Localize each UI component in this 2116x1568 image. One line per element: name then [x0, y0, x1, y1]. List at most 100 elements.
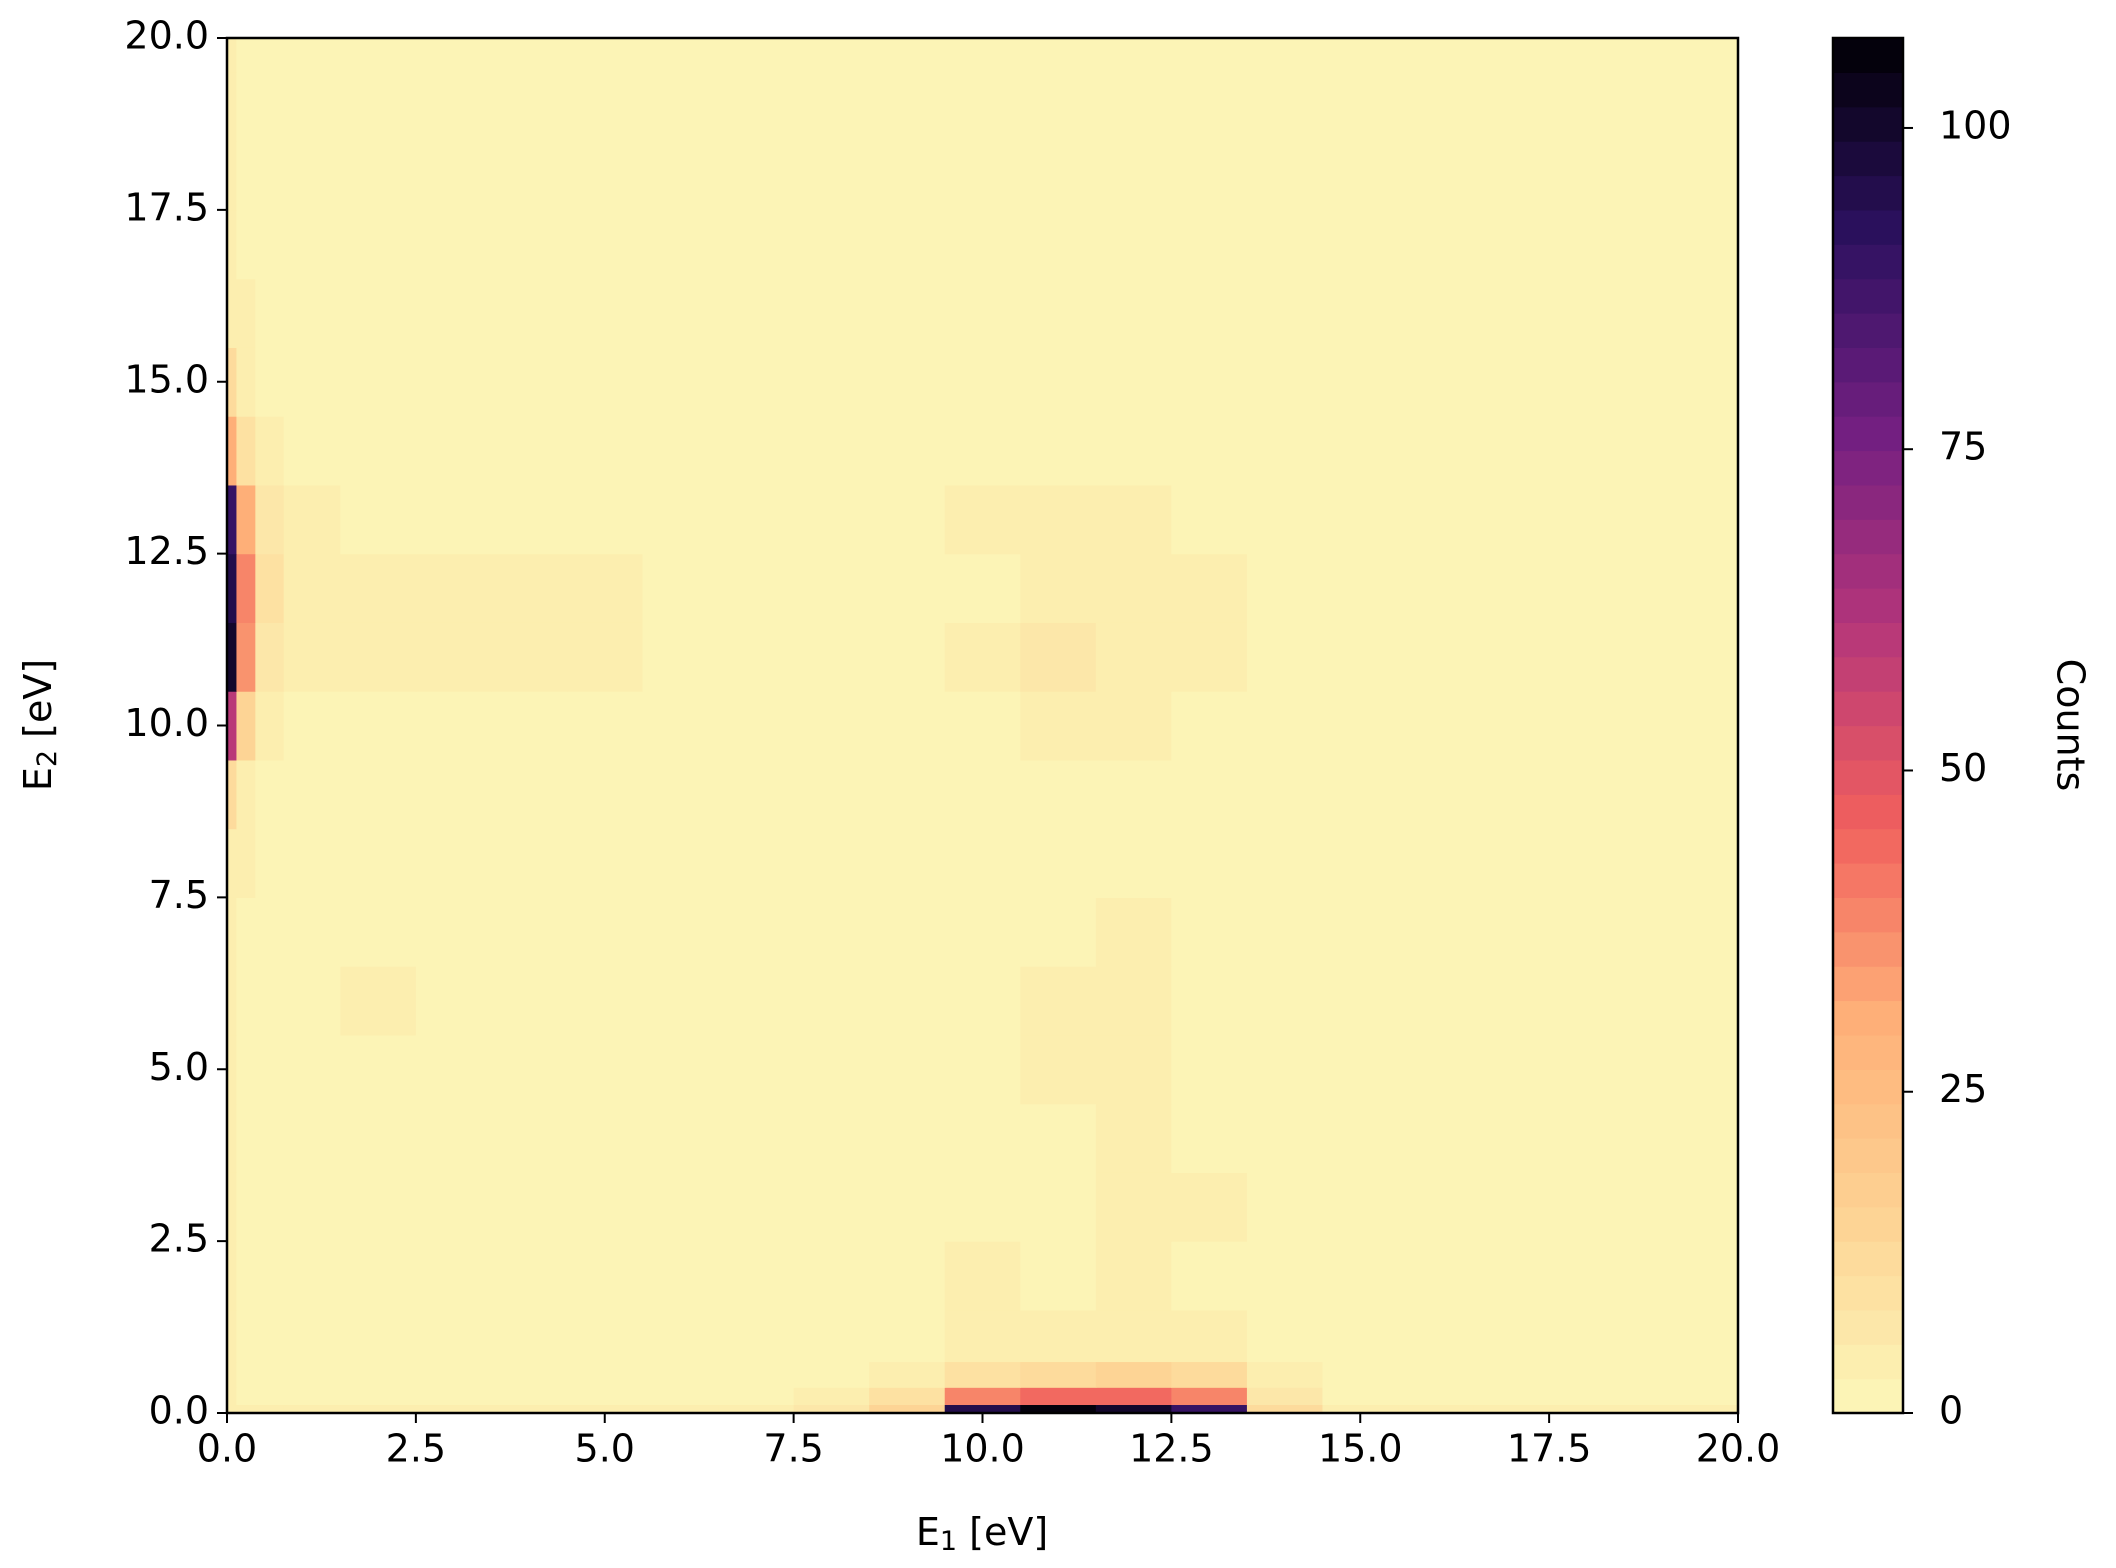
contour-cell [1398, 1404, 1475, 1414]
contour-cell [1020, 1309, 1097, 1363]
colorbar-band [1833, 1172, 1903, 1208]
contour-cell [227, 1241, 238, 1311]
contour-cell [491, 278, 568, 348]
contour-cell [491, 1241, 568, 1311]
contour-cell [1624, 828, 1701, 898]
contour-cell [1322, 209, 1399, 280]
contour-cell [944, 1387, 1021, 1406]
contour-cell [869, 72, 946, 142]
colorbar-band [1833, 38, 1903, 73]
contour-cell [1171, 141, 1248, 211]
y-tick-label: 15.0 [124, 357, 209, 401]
contour-cell [1624, 553, 1701, 623]
contour-cell [1700, 38, 1739, 73]
contour-cell [1398, 278, 1475, 348]
contour-cell [236, 622, 256, 692]
contour-cell [283, 691, 341, 761]
contour-cell [1171, 1103, 1248, 1173]
contour-cell [1095, 759, 1172, 830]
contour-cell [1171, 1387, 1248, 1406]
colorbar-tick-label: 25 [1939, 1067, 1987, 1111]
x-tick-label: 10.0 [940, 1427, 1025, 1471]
contour-cell [1398, 484, 1475, 555]
contour-cell [1171, 278, 1248, 348]
contour-cell [255, 1361, 285, 1388]
contour-cell [1171, 622, 1248, 692]
contour-cell [1549, 622, 1626, 692]
contour-cell [718, 691, 795, 761]
contour-cell [1020, 1172, 1097, 1242]
contour-cell [642, 622, 719, 692]
contour-cell [227, 759, 238, 830]
contour-cell [793, 1103, 870, 1173]
contour-cell [227, 828, 238, 898]
contour-cell [869, 1034, 946, 1105]
contour-cell [415, 209, 493, 280]
contour-cell [566, 1103, 644, 1173]
contour-cell [227, 1103, 238, 1173]
contour-cell [869, 1387, 946, 1406]
contour-cell [718, 347, 795, 417]
contour-cell [1246, 416, 1324, 486]
contour-cell [1020, 1387, 1097, 1406]
contour-cell [1246, 38, 1324, 73]
colorbar-band [1833, 1103, 1903, 1139]
contour-cell [566, 1034, 644, 1105]
contour-cell [1398, 209, 1475, 280]
contour-cell [340, 622, 417, 692]
contour-cell [1398, 347, 1475, 417]
contour-cell [566, 759, 644, 830]
y-tick-label: 7.5 [149, 873, 209, 917]
contour-cell [227, 209, 238, 280]
colorbar-band [1833, 656, 1903, 692]
contour-cell [1398, 1387, 1475, 1406]
y-tick-label: 17.5 [124, 185, 209, 229]
contour-cell [1473, 141, 1550, 211]
contour-cell [1246, 1387, 1324, 1406]
contour-cell [1398, 141, 1475, 211]
contour-cell [236, 1103, 256, 1173]
contour-cell [1473, 1361, 1550, 1388]
contour-cell [718, 278, 795, 348]
contour-cell [255, 1387, 285, 1406]
contour-cell [1624, 759, 1701, 830]
contour-cell [793, 38, 870, 73]
contour-cell [793, 1241, 870, 1311]
contour-cell [944, 347, 1021, 417]
contour-cell [1020, 966, 1097, 1036]
contour-cell [718, 72, 795, 142]
contour-cell [1624, 1387, 1701, 1406]
contour-cell [255, 347, 285, 417]
colorbar-band [1833, 863, 1903, 898]
contour-cell [1171, 553, 1248, 623]
contour-cell [1322, 72, 1399, 142]
contour-cell [944, 1034, 1021, 1105]
colorbar-band [1833, 1069, 1903, 1105]
contour-cell [793, 553, 870, 623]
contour-cell [944, 1172, 1021, 1242]
contour-cell [1700, 347, 1739, 417]
contour-cell [1095, 1361, 1172, 1388]
contour-cell [491, 553, 568, 623]
contour-cell [1095, 1387, 1172, 1406]
contour-cell [566, 484, 644, 555]
contour-cell [1095, 141, 1172, 211]
contour-cell [1020, 209, 1097, 280]
contour-cell [415, 553, 493, 623]
contour-cell [1020, 759, 1097, 830]
contour-cell [869, 691, 946, 761]
contour-cell [227, 278, 238, 348]
colorbar-band [1833, 106, 1903, 142]
contour-cell [236, 897, 256, 967]
y-tick-label: 12.5 [124, 529, 209, 573]
contour-cell [793, 1034, 870, 1105]
contour-cell [566, 141, 644, 211]
contour-cell [869, 1361, 946, 1388]
contour-cell [1549, 1034, 1626, 1105]
contour-cell [227, 1361, 238, 1388]
contour-cell [283, 1034, 341, 1105]
contour-cell [1020, 622, 1097, 692]
contour-cell [642, 72, 719, 142]
contour-cell [1700, 966, 1739, 1036]
contour-cell [255, 759, 285, 830]
